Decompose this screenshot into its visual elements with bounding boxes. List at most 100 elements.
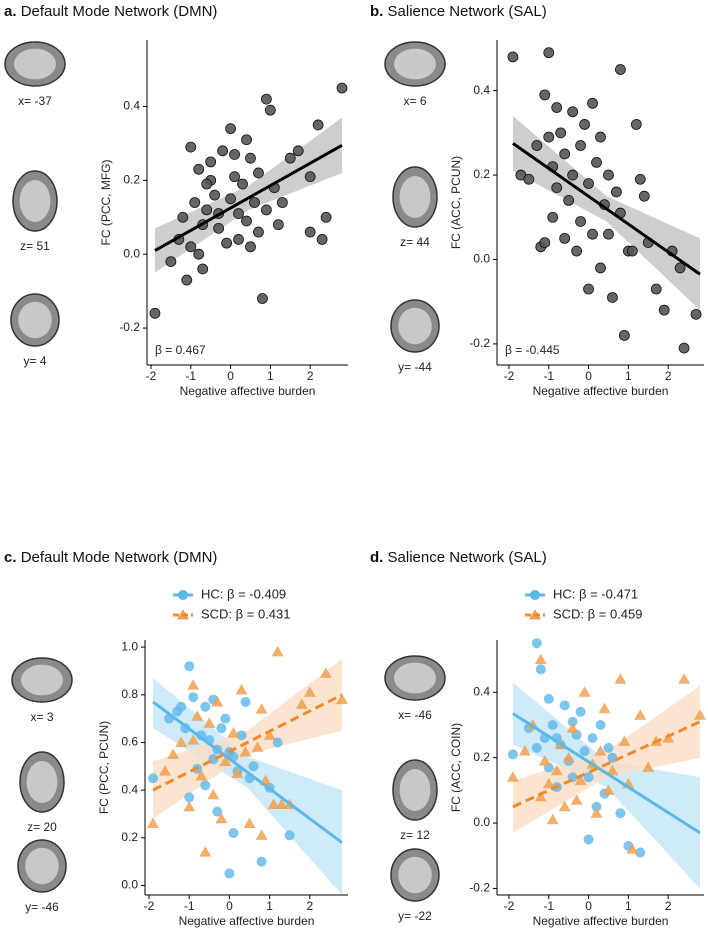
y-tick-label: 0.4 bbox=[473, 684, 490, 698]
x-tick-label: -1 bbox=[543, 899, 554, 913]
data-point bbox=[587, 733, 598, 744]
beta-annotation: β = 0.467 bbox=[155, 343, 206, 357]
panel-title-text: Salience Network (SAL) bbox=[388, 3, 547, 20]
data-point bbox=[159, 765, 172, 776]
data-point bbox=[256, 856, 267, 867]
data-point bbox=[227, 726, 240, 738]
x-tick-label: 0 bbox=[585, 899, 592, 913]
data-point bbox=[543, 693, 554, 704]
data-point bbox=[567, 716, 578, 727]
regression-line bbox=[152, 700, 343, 844]
data-point bbox=[176, 701, 187, 712]
data-point bbox=[241, 215, 252, 227]
y-tick-label: 0.8 bbox=[121, 687, 138, 701]
data-point bbox=[603, 742, 614, 753]
regression-line bbox=[512, 712, 701, 835]
data-point bbox=[303, 686, 316, 697]
brain-slice-inner bbox=[394, 662, 436, 694]
data-point bbox=[539, 237, 551, 248]
data-point bbox=[539, 89, 551, 101]
data-point bbox=[217, 145, 229, 157]
data-point bbox=[284, 152, 296, 164]
slice-label: z= 44 bbox=[400, 235, 430, 249]
data-point bbox=[228, 828, 239, 839]
x-axis-label: Negative affective burden bbox=[179, 914, 315, 928]
slice-label: z= 51 bbox=[20, 239, 50, 253]
data-point bbox=[559, 148, 571, 160]
data-point bbox=[195, 769, 208, 781]
data-point bbox=[245, 241, 256, 253]
data-point bbox=[197, 263, 209, 275]
data-point bbox=[611, 186, 622, 198]
data-point bbox=[531, 742, 542, 753]
data-point bbox=[618, 330, 630, 341]
y-tick-label: 0.4 bbox=[473, 83, 490, 97]
data-point bbox=[551, 182, 563, 194]
panel-title: b. Salience Network (SAL) bbox=[370, 3, 547, 20]
data-point bbox=[272, 219, 284, 231]
x-tick-label: 2 bbox=[665, 899, 672, 913]
y-axis-label: FC (ACC, PCUN) bbox=[449, 156, 463, 249]
x-axis-label: Negative affective burden bbox=[533, 914, 669, 928]
data-point bbox=[237, 178, 248, 190]
data-point bbox=[225, 123, 236, 135]
data-point bbox=[199, 846, 212, 857]
data-point bbox=[261, 93, 272, 105]
x-tick-label: -2 bbox=[144, 899, 155, 913]
data-point bbox=[598, 702, 611, 714]
data-point bbox=[189, 197, 201, 208]
data-point bbox=[149, 307, 161, 319]
data-point bbox=[255, 829, 268, 840]
data-point bbox=[674, 262, 686, 274]
data-point bbox=[626, 245, 638, 257]
data-point bbox=[570, 794, 583, 805]
data-point bbox=[542, 777, 555, 789]
y-tick-label: 0.2 bbox=[123, 173, 140, 187]
data-point bbox=[579, 119, 590, 130]
brain-slice-inner bbox=[399, 176, 431, 218]
slice-label: y= -46 bbox=[25, 900, 59, 914]
data-point bbox=[563, 194, 575, 206]
x-tick-label: 1 bbox=[625, 899, 632, 913]
data-point bbox=[257, 293, 268, 304]
data-point bbox=[239, 746, 252, 757]
y-tick-label: 0.4 bbox=[123, 99, 140, 113]
x-tick-label: -2 bbox=[504, 369, 515, 383]
data-point bbox=[181, 274, 193, 286]
y-tick-label: 0.0 bbox=[473, 815, 490, 829]
data-point bbox=[603, 169, 614, 181]
legend-label: HC: β = -0.409 bbox=[201, 586, 286, 601]
data-point bbox=[551, 102, 563, 113]
y-tick-label: 1.0 bbox=[121, 639, 138, 653]
data-point bbox=[229, 171, 240, 183]
data-point bbox=[567, 169, 579, 181]
data-point bbox=[559, 232, 571, 244]
slice-label: x= -37 bbox=[18, 94, 52, 108]
data-point bbox=[566, 722, 579, 733]
regression-line bbox=[154, 143, 343, 252]
data-point bbox=[249, 197, 260, 208]
data-point bbox=[650, 283, 662, 295]
data-point bbox=[167, 748, 180, 759]
slice-label: z= 20 bbox=[27, 820, 57, 834]
y-tick-label: 0.2 bbox=[473, 167, 490, 181]
data-point bbox=[231, 767, 244, 778]
data-point bbox=[264, 104, 276, 116]
data-point bbox=[638, 190, 650, 202]
data-point bbox=[215, 812, 228, 824]
x-tick-label: -1 bbox=[185, 369, 196, 383]
data-point bbox=[263, 729, 276, 740]
y-tick-label: 0.4 bbox=[121, 782, 138, 796]
brain-slice-inner bbox=[394, 48, 436, 80]
y-tick-label: 0.0 bbox=[121, 878, 138, 892]
data-point bbox=[595, 262, 606, 274]
data-point bbox=[245, 152, 256, 164]
legend-label: SCD: β = 0.431 bbox=[201, 606, 291, 621]
data-point bbox=[187, 734, 200, 745]
data-point bbox=[320, 211, 332, 223]
data-point bbox=[658, 304, 670, 316]
data-point bbox=[591, 801, 602, 812]
data-point bbox=[184, 661, 195, 672]
data-point bbox=[595, 720, 606, 730]
